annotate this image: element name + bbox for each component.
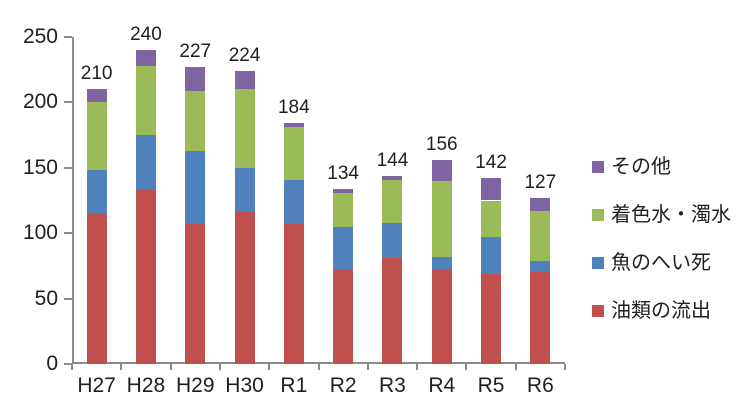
bar-segment-H30 [235, 89, 255, 168]
x-axis-tick [71, 364, 73, 370]
y-axis-tick-label: 0 [46, 352, 58, 375]
bar-segment-R2 [333, 188, 353, 193]
y-axis-tick [64, 36, 72, 38]
bar-segment-H28 [136, 135, 156, 189]
y-axis-tick [64, 297, 72, 300]
bar-total-label: 224 [228, 45, 261, 66]
bar-segment-R3 [382, 175, 402, 180]
x-axis-tick [169, 364, 172, 370]
legend-label: 油類の流出 [611, 300, 711, 322]
x-axis-tick [564, 364, 566, 370]
legend-item: その他 [592, 156, 671, 178]
bar-segment-R1 [284, 123, 304, 128]
bar-segment-R1 [284, 179, 304, 225]
bar-segment-R2 [333, 192, 353, 227]
x-axis-category-label: H28 [126, 374, 166, 397]
legend-swatch-icon [592, 305, 604, 317]
bar-total-label: 227 [179, 41, 212, 63]
x-axis-category-label: R6 [526, 374, 554, 397]
x-axis-category-label: R3 [379, 374, 406, 397]
y-axis-tick-label: 200 [22, 90, 58, 114]
bar-segment-H27 [87, 170, 107, 214]
bar-segment-H27 [87, 102, 107, 171]
bar-total-label: 184 [277, 97, 310, 119]
x-axis-category-label: H27 [77, 374, 116, 397]
x-axis-category-label: H29 [175, 374, 215, 397]
plot-area [72, 37, 565, 364]
bar-segment-R6 [530, 260, 550, 273]
x-axis-tick [317, 364, 320, 370]
bar-segment-R4 [432, 159, 452, 181]
legend-swatch-icon [592, 161, 604, 173]
bar-segment-H29 [185, 90, 205, 151]
x-axis-category-label: R4 [428, 374, 456, 397]
bar-total-label: 142 [475, 152, 507, 174]
legend-swatch-icon [592, 209, 604, 221]
bar-segment-R2 [333, 269, 353, 364]
bar-segment-R5 [481, 273, 501, 364]
bar-segment-H29 [185, 150, 205, 225]
legend-item: 油類の流出 [592, 300, 711, 322]
bar-segment-H29 [185, 224, 205, 364]
bar-segment-H28 [136, 188, 156, 364]
bar-segment-R3 [382, 258, 402, 364]
x-axis-tick [268, 364, 271, 370]
y-axis-tick [64, 232, 72, 235]
bar-segment-R1 [284, 127, 304, 180]
bar-segment-R5 [481, 237, 501, 274]
legend-label: 着色水・濁水 [611, 204, 731, 226]
bar-total-label: 127 [524, 171, 557, 193]
y-axis-tick [64, 101, 72, 104]
x-axis-tick [514, 364, 517, 370]
bar-segment-H27 [87, 89, 107, 103]
bar-segment-R2 [333, 226, 353, 270]
bar-segment-H30 [235, 212, 255, 364]
bar-segment-R3 [382, 179, 402, 223]
bar-segment-H28 [136, 65, 156, 136]
bar-segment-H27 [87, 213, 107, 364]
bar-segment-H30 [235, 71, 255, 90]
x-axis-tick [366, 364, 369, 370]
x-axis-category-label: H30 [225, 374, 264, 397]
bar-total-label: 240 [130, 24, 162, 46]
bar-segment-R5 [481, 200, 501, 238]
x-axis-category-label: R2 [329, 374, 357, 397]
x-axis-tick [120, 364, 123, 370]
bar-segment-H30 [235, 167, 255, 213]
y-axis-tick-label: 100 [22, 221, 58, 245]
legend-label: 魚のへい死 [611, 252, 711, 274]
bar-segment-R3 [382, 222, 402, 259]
bar-segment-R1 [284, 224, 304, 364]
x-axis-tick [416, 364, 419, 370]
x-axis-tick [465, 364, 468, 370]
legend-item: 魚のへい死 [592, 252, 711, 274]
legend-swatch-icon [592, 257, 604, 269]
y-axis-tick [64, 363, 72, 365]
bar-segment-H29 [185, 67, 205, 91]
y-axis-tick-label: 50 [34, 286, 58, 310]
bar-total-label: 156 [425, 133, 458, 155]
x-axis-tick [218, 364, 221, 370]
legend-item: 着色水・濁水 [592, 204, 731, 226]
bar-segment-R4 [432, 256, 452, 269]
y-axis-tick [64, 166, 72, 169]
bar-total-label: 144 [376, 149, 409, 171]
bar-total-label: 210 [80, 63, 113, 85]
y-axis-tick-label: 250 [22, 25, 58, 48]
bar-segment-R4 [432, 268, 452, 364]
bar-segment-R6 [530, 197, 550, 211]
bar-total-label: 134 [327, 162, 359, 184]
y-axis-tick-label: 150 [22, 155, 58, 179]
legend-label: その他 [611, 156, 671, 178]
bar-segment-R4 [432, 180, 452, 257]
bar-segment-R6 [530, 272, 550, 364]
bar-segment-H28 [136, 50, 156, 66]
x-axis-category-label: R5 [477, 374, 505, 397]
bar-segment-R5 [481, 178, 501, 201]
bar-segment-R6 [530, 210, 550, 261]
x-axis-category-label: R1 [280, 374, 308, 397]
